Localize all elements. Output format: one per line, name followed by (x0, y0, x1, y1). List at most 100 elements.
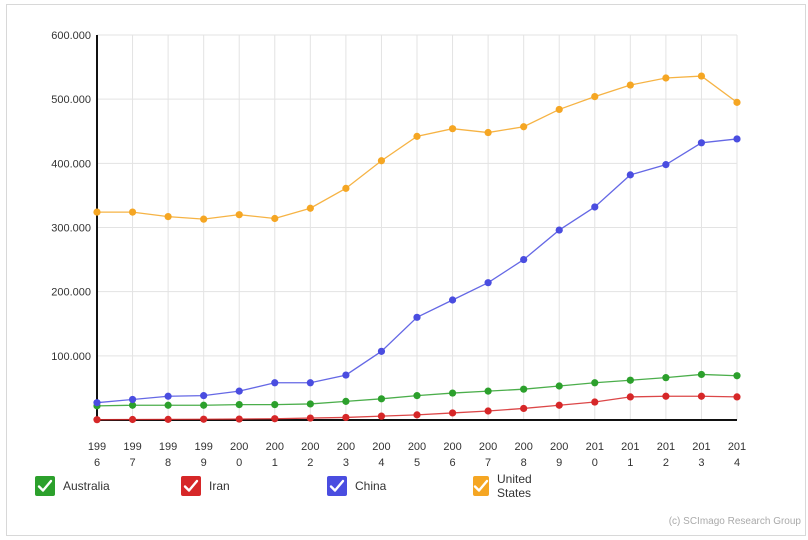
data-point-united-states (413, 132, 421, 140)
x-tick-label-line1: 201 (586, 441, 604, 453)
y-tick-label: 500.000 (51, 94, 91, 106)
x-tick-label-line1: 199 (123, 441, 141, 453)
data-point-china (697, 139, 706, 147)
x-tick-label-line1: 201 (657, 441, 675, 453)
x-tick-label-line1: 200 (443, 441, 461, 453)
legend-label-china: China (355, 479, 387, 493)
data-point-united-states (555, 105, 563, 114)
y-tick-label: 300.000 (51, 223, 91, 235)
data-point-united-states (128, 208, 137, 216)
data-point-australia (271, 401, 279, 409)
data-point-australia (164, 401, 172, 409)
legend-item-australia[interactable]: Australia (35, 475, 110, 497)
y-tick-label: 200.000 (51, 287, 91, 299)
x-tick-label-line1: 201 (621, 441, 639, 453)
data-point-china (591, 203, 599, 211)
data-point-china (662, 161, 670, 169)
x-tick-label-line1: 200 (301, 441, 319, 453)
data-point-china (164, 392, 172, 400)
credit-text: (c) SCImago Research Group (668, 516, 801, 527)
data-point-australia (413, 392, 421, 400)
x-tick-label-line2: 9 (556, 457, 562, 469)
x-tick-label-line2: 7 (129, 457, 135, 469)
x-tick-label-line1: 200 (408, 441, 426, 453)
data-point-australia (520, 385, 528, 393)
x-tick-label-line1: 199 (194, 441, 212, 453)
x-tick-label-line1: 200 (266, 441, 284, 453)
data-point-united-states (662, 74, 670, 82)
data-point-iran (555, 401, 563, 409)
x-tick-label-line2: 2 (307, 457, 313, 469)
data-point-united-states (697, 72, 706, 80)
legend-item-china[interactable]: China (327, 475, 386, 497)
x-tick-label-line1: 200 (479, 441, 497, 453)
data-point-china (484, 279, 492, 287)
x-tick-label-line2: 4 (734, 457, 740, 469)
data-point-united-states (733, 98, 741, 106)
data-point-iran (697, 392, 706, 400)
data-point-iran (626, 393, 634, 401)
data-point-united-states (377, 157, 386, 165)
data-point-china (271, 379, 279, 387)
data-point-australia (200, 401, 208, 409)
data-point-china (555, 226, 563, 234)
x-tick-label-line2: 8 (521, 457, 527, 469)
data-point-iran (200, 415, 208, 423)
x-tick-label-line2: 3 (343, 457, 349, 469)
line-chart: 100.000 200.000 300.000 400.000 500.000 600.0… (51, 30, 746, 469)
data-point-united-states (591, 93, 599, 101)
legend-label-australia: Australia (63, 479, 110, 493)
data-point-united-states (342, 184, 350, 192)
data-point-australia (128, 401, 137, 409)
data-point-australia (733, 372, 741, 380)
data-point-united-states (484, 128, 492, 137)
data-point-united-states (306, 204, 314, 212)
legend-label-iran: Iran (209, 479, 230, 493)
legend-item-iran[interactable]: Iran (181, 475, 230, 497)
data-point-united-states (626, 81, 634, 89)
data-point-united-states (200, 215, 208, 223)
data-point-united-states (520, 123, 528, 131)
data-point-china (306, 379, 314, 387)
x-tick-label-line2: 1 (627, 457, 633, 469)
legend-checkbox-australia[interactable] (35, 476, 55, 496)
legend-label-united-states: United States (497, 472, 532, 500)
x-tick-label-line1: 201 (728, 441, 746, 453)
x-tick-label-line2: 5 (414, 457, 420, 469)
data-point-china (626, 171, 634, 179)
legend-checkbox-united-states[interactable] (473, 476, 489, 496)
data-point-china (235, 387, 243, 395)
data-point-iran (164, 415, 172, 423)
data-point-australia (626, 376, 634, 384)
data-point-united-states (164, 212, 172, 221)
x-tick-label-line1: 200 (230, 441, 248, 453)
x-tick-label-line1: 199 (159, 441, 177, 453)
data-point-australia (235, 401, 243, 409)
legend-checkbox-iran[interactable] (181, 476, 201, 496)
y-tick-label: 600.000 (51, 30, 91, 42)
data-point-iran (520, 404, 528, 413)
data-point-australia (377, 395, 386, 403)
x-tick-label-line2: 0 (236, 457, 242, 469)
data-point-china (448, 296, 457, 304)
x-tick-label-line2: 3 (698, 457, 704, 469)
legend-checkbox-china[interactable] (327, 476, 347, 496)
data-point-china (342, 371, 350, 379)
data-point-china (520, 255, 528, 264)
x-tick-label-line2: 8 (165, 457, 171, 469)
data-point-iran (413, 411, 421, 419)
x-tick-label-line2: 0 (592, 457, 598, 469)
data-point-united-states (235, 211, 243, 219)
data-point-australia (448, 389, 457, 397)
data-point-australia (591, 379, 599, 387)
data-point-iran (235, 415, 243, 423)
data-point-australia (662, 374, 670, 382)
data-point-iran (484, 407, 492, 415)
data-point-iran (342, 413, 350, 422)
data-point-china (733, 135, 741, 143)
x-tick-label-line1: 200 (372, 441, 390, 453)
data-point-iran (733, 393, 741, 401)
data-point-australia (306, 400, 314, 408)
data-point-australia (555, 382, 563, 390)
legend-item-united-states[interactable]: United States (473, 472, 536, 500)
